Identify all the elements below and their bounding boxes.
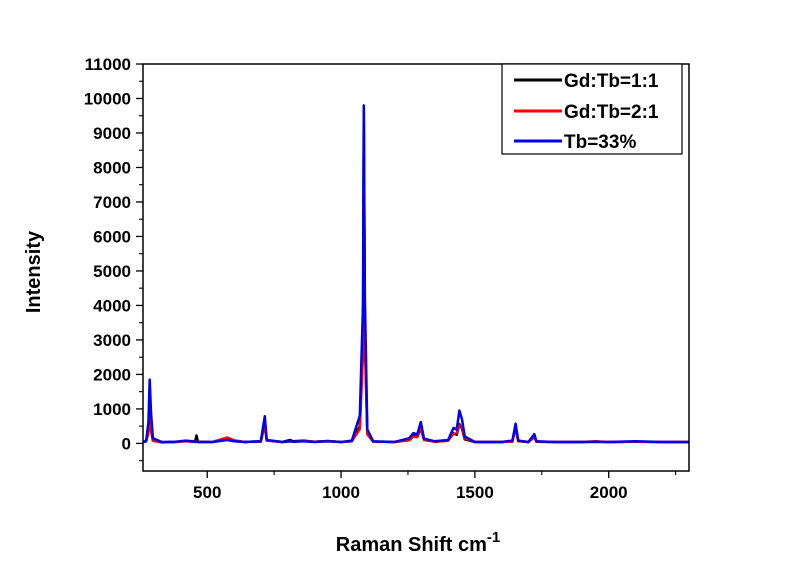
series-layer	[142, 104, 689, 444]
y-axis-label: Intensity	[23, 230, 45, 313]
y-tick-label: 5000	[93, 262, 131, 281]
tick-layer: 0 1000 2000 3000 4000 5000 6000 7000 8000 9000 100…	[84, 55, 677, 502]
legend-label: Gd:Tb=1:1	[564, 71, 659, 92]
x-tick-label: 500	[193, 483, 221, 502]
y-tick-label: 0	[122, 434, 131, 453]
legend-entry-0: Gd:Tb=1:1	[514, 71, 659, 92]
y-tick-label: 6000	[93, 227, 131, 246]
series-line-2	[142, 104, 689, 444]
x-tick-label: 1000	[322, 483, 360, 502]
y-tick-label: 2000	[93, 365, 131, 384]
y-tick-label: 8000	[93, 158, 131, 177]
plot-area-frame	[142, 63, 690, 472]
y-tick-label: 7000	[93, 193, 131, 212]
legend-entry-1: Gd:Tb=2:1	[514, 102, 659, 123]
legend-entry-2: Tb=33%	[514, 132, 636, 153]
series-line-1	[143, 128, 689, 444]
x-tick-label: 1500	[456, 483, 494, 502]
x-tick-label: 2000	[590, 483, 628, 502]
y-tick-label: 11000	[85, 55, 131, 74]
y-tick-label: 3000	[93, 331, 131, 350]
x-axis-label: Raman Shift cm-1	[336, 529, 501, 556]
x-axis-label-superscript: -1	[487, 529, 500, 546]
series-line-0	[143, 111, 689, 444]
y-tick-label: 4000	[93, 296, 131, 315]
legend: Gd:Tb=1:1 Gd:Tb=2:1 Tb=33%	[501, 63, 683, 155]
y-tick-label: 10000	[84, 89, 131, 108]
x-axis-label-text: Raman Shift cm	[336, 534, 487, 556]
legend-label: Gd:Tb=2:1	[564, 102, 659, 123]
legend-label: Tb=33%	[564, 132, 636, 153]
y-tick-label: 1000	[93, 400, 131, 419]
y-tick-label: 9000	[93, 124, 131, 143]
